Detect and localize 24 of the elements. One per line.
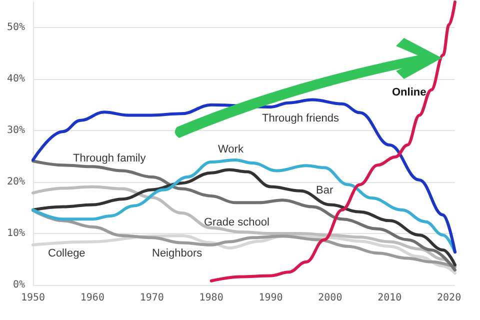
y-tick-label: 10% — [6, 228, 25, 240]
line-series — [32, 185, 456, 272]
annotation: Neighbors — [152, 248, 203, 260]
x-tick-label: 1980 — [199, 292, 224, 304]
x-tick-label: 1950 — [20, 292, 46, 304]
annotation: Through friends — [262, 112, 340, 124]
y-tick-label: 0% — [12, 280, 25, 290]
annotation: Online — [392, 86, 426, 98]
x-tick-label: 2020 — [437, 292, 462, 304]
annotation: Through family — [73, 152, 146, 164]
annotation: Bar — [316, 184, 334, 196]
annotation: Grade school — [204, 216, 270, 228]
y-tick-label: 50% — [6, 22, 25, 34]
x-tick-label: 2010 — [378, 292, 402, 304]
y-tick-label: 20% — [6, 176, 25, 188]
x-tick-label: 2000 — [318, 292, 342, 304]
x-tick-label: 1990 — [258, 292, 283, 304]
y-tick-label: 40% — [6, 74, 25, 85]
annotation: Work — [218, 144, 244, 156]
line-series — [32, 208, 456, 268]
x-tick-label: 1960 — [80, 292, 104, 304]
x-tick-label: 1970 — [140, 292, 164, 304]
annotation: College — [48, 248, 86, 260]
y-tick-label: 30% — [6, 125, 25, 136]
